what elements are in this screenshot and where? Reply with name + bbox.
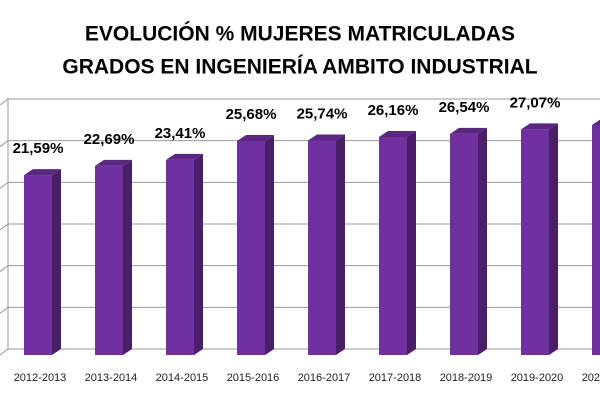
- x-tick-label: 2014-2015: [156, 372, 209, 384]
- x-tick-label: 2017-2018: [369, 372, 422, 384]
- bar: [95, 165, 123, 355]
- x-tick-label: 2019-2020: [511, 372, 564, 384]
- bar: [237, 141, 265, 355]
- bar-side: [407, 131, 416, 355]
- bar: [24, 175, 52, 355]
- x-tick-label: 2018-2019: [440, 372, 493, 384]
- bar-side: [123, 159, 132, 355]
- bar-side: [336, 134, 345, 355]
- bar-top: [166, 153, 203, 160]
- data-label: 25,74%: [297, 105, 348, 122]
- x-tick-label: 2013-2014: [85, 372, 138, 384]
- x-tick-label: 2020-2021: [582, 372, 600, 384]
- bar: [166, 159, 194, 355]
- chart-title: EVOLUCIÓN % MUJERES MATRICULADAS: [85, 22, 515, 46]
- x-tick-label: 2016-2017: [298, 372, 351, 384]
- data-label: 25,68%: [226, 106, 277, 123]
- data-label: 27,07%: [510, 94, 561, 111]
- data-label: 26,16%: [368, 102, 419, 119]
- data-label: 26,54%: [439, 99, 490, 116]
- bar-top: [308, 134, 345, 141]
- bar-side: [52, 169, 61, 355]
- bar-side: [265, 135, 274, 355]
- bar: [521, 129, 549, 355]
- data-label: 21,59%: [13, 140, 64, 157]
- chart-title: GRADOS EN INGENIERÍA AMBITO INDUSTRIAL: [62, 56, 537, 79]
- bar-side: [478, 127, 487, 355]
- bar-top: [379, 131, 416, 137]
- bar-side: [549, 123, 558, 356]
- bar: [308, 140, 336, 355]
- bar-top: [592, 119, 600, 125]
- bar: [450, 133, 478, 355]
- bar: [379, 137, 407, 355]
- x-tick-label: 2015-2016: [227, 372, 280, 384]
- data-label: 22,69%: [84, 131, 135, 148]
- bar-top: [237, 135, 274, 141]
- grid-line: [0, 98, 600, 106]
- bar-top: [450, 127, 487, 134]
- bar: [592, 125, 600, 355]
- bar-side: [194, 153, 203, 355]
- bar-top: [24, 169, 61, 176]
- data-label: 23,41%: [155, 125, 206, 142]
- bar-top: [95, 159, 132, 166]
- bar-top: [521, 123, 558, 130]
- x-tick-label: 2012-2013: [14, 372, 67, 384]
